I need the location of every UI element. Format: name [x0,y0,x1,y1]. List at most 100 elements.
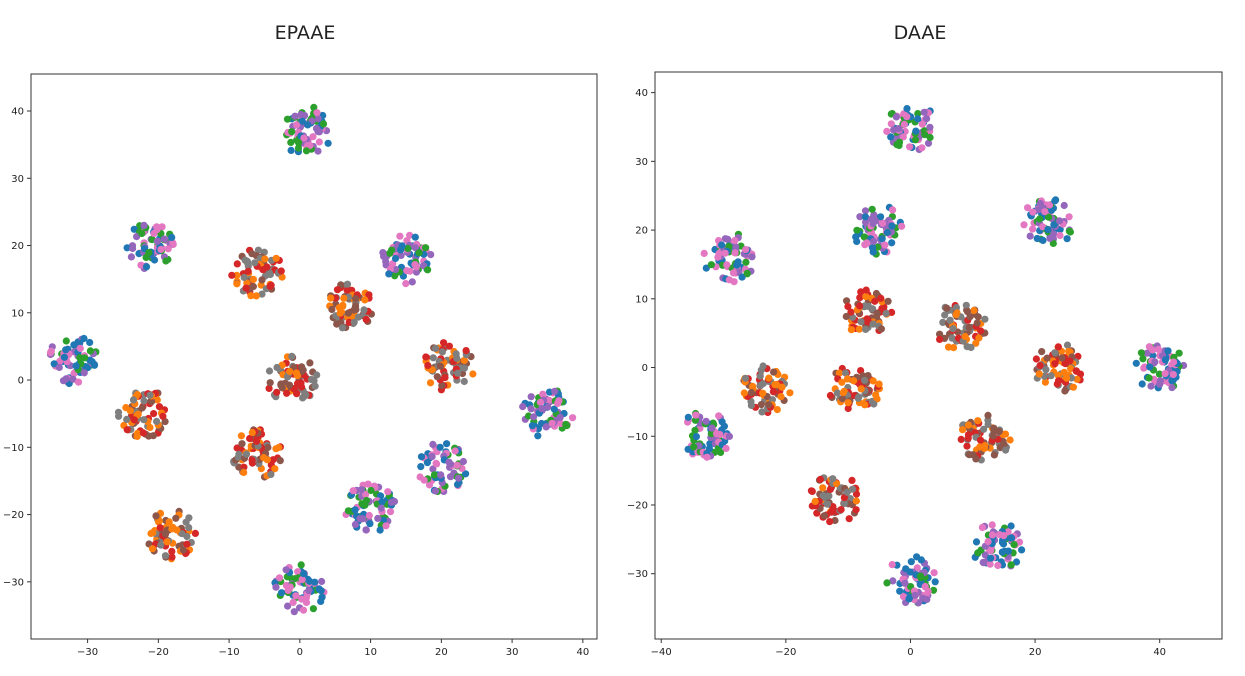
scatter-point [276,457,284,465]
scatter-point [298,363,306,371]
scatter-point [145,432,153,440]
scatter-point [429,440,437,448]
scatter-point [365,291,373,299]
scatter-point [286,367,294,376]
scatter-point [963,442,971,450]
scatter-point [1146,363,1154,371]
scatter-point [898,222,906,230]
scatter-point [460,364,468,372]
scatter-point [129,396,138,404]
scatter-point [889,577,897,585]
scatter-point [172,514,180,522]
scatter-point [336,309,344,317]
scatter-point [306,359,314,367]
scatter-point [298,117,306,125]
scatter-point [948,334,956,342]
scatter-point [286,381,294,389]
scatter-point [430,471,438,479]
scatter-point [723,261,731,269]
scatter-point [454,369,462,377]
scatter-point [267,470,275,478]
scatter-point [319,120,328,128]
scatter-point [1002,446,1010,454]
scatter-point [309,133,317,141]
scatter-point [247,292,255,300]
scatter-point [527,405,535,413]
scatter-point [765,374,773,382]
scatter-point [300,134,308,142]
scatter-point [1073,375,1081,383]
scatter-point [133,432,141,440]
scatter-point [926,133,934,142]
y-tick-label: 20 [11,241,24,252]
scatter-point [931,578,939,586]
scatter-point [861,207,870,215]
scatter-point [376,526,384,534]
scatter-point [722,444,730,452]
scatter-point [952,304,961,312]
scatter-point [538,405,546,413]
scatter-point [123,415,131,423]
scatter-point [438,348,446,356]
scatter-point [350,318,358,326]
scatter-point [732,243,740,251]
y-tick-label: 40 [635,88,648,99]
scatter-point [272,254,280,262]
scatter-point [168,553,176,561]
scatter-point [364,480,372,488]
y-tick-label: 30 [635,157,648,168]
scatter-point [759,389,767,397]
scatter-plot-epaae: −30 −20 −10 0 10 20 30 40 −30 −20 −10 0 10 20 30 40 [3,73,598,658]
scatter-point [1149,351,1157,359]
scatter-point [282,566,290,574]
scatter-point [1161,370,1169,378]
scatter-point [1007,534,1015,542]
scatter-point [129,244,137,253]
y-tick-label: −10 [3,443,24,454]
scatter-point [896,587,904,595]
scatter-point [974,417,982,425]
chart-title-epaae: EPAAE [274,22,336,44]
scatter-point [424,361,432,370]
scatter-point [133,233,141,241]
point-cluster-epaae-6 [46,334,100,388]
scatter-point [147,529,155,538]
y-tick-label: 30 [11,174,24,185]
scatter-point [877,294,885,302]
x-tick-label: −20 [148,647,169,658]
scatter-point [344,309,352,317]
scatter-point [984,420,992,428]
scatter-point [829,475,837,483]
scatter-point [877,213,885,221]
scatter-point [857,385,865,393]
scatter-point [981,315,989,323]
scatter-point [1132,359,1140,367]
scatter-point [939,318,947,326]
scatter-point [272,583,280,591]
scatter-point [80,334,88,343]
scatter-point [338,324,346,332]
scatter-point [758,408,766,416]
point-cluster-daae-9 [1032,341,1085,395]
scatter-point [773,406,781,414]
scatter-point [1029,225,1037,233]
scatter-point [191,529,199,538]
scatter-point [994,561,1002,570]
scatter-point [996,444,1004,452]
scatter-point [62,346,70,354]
scatter-point [725,276,733,284]
scatter-point [460,377,468,386]
scatter-point [684,445,692,453]
scatter-point [1169,370,1177,379]
scatter-point [431,487,440,495]
scatter-point [888,308,896,316]
scatter-point [843,297,851,305]
scatter-point [233,280,241,288]
scatter-point [757,401,765,409]
scatter-point [747,388,756,397]
scatter-point [445,342,453,350]
scatter-point [970,306,978,315]
scatter-point [1141,363,1149,371]
scatter-point [152,512,160,520]
